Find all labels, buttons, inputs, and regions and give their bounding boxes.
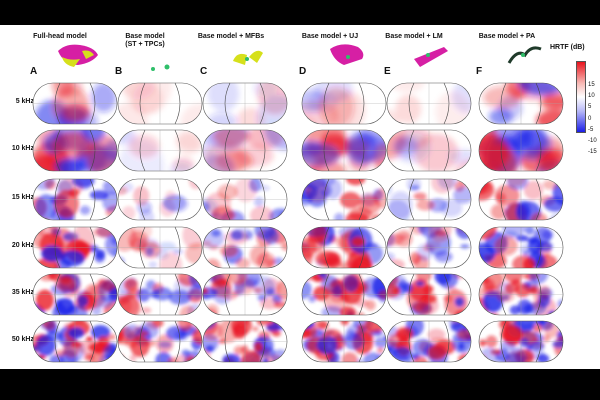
row-label: 20 kHz bbox=[11, 242, 34, 249]
hrtf-map bbox=[386, 178, 472, 221]
hrtf-map bbox=[202, 273, 288, 316]
column-title: Base model + UJ bbox=[301, 33, 359, 40]
colorbar-tick: 10 bbox=[588, 93, 595, 100]
model-thumbnail bbox=[499, 41, 549, 74]
hrtf-map bbox=[301, 82, 387, 125]
hrtf-map bbox=[117, 82, 203, 125]
hrtf-map bbox=[117, 129, 203, 172]
hrtf-map bbox=[32, 178, 118, 221]
row-label: 50 kHz bbox=[11, 336, 34, 343]
column-title: Base model + MFBs bbox=[197, 33, 265, 40]
model-thumbnail bbox=[52, 41, 102, 74]
hrtf-map bbox=[386, 129, 472, 172]
row-label: 35 kHz bbox=[11, 289, 34, 296]
hrtf-map bbox=[386, 226, 472, 269]
hrtf-map bbox=[478, 226, 564, 269]
panel-letter: E bbox=[384, 66, 391, 77]
panel-letter: C bbox=[200, 66, 208, 77]
hrtf-map bbox=[301, 226, 387, 269]
hrtf-map bbox=[478, 129, 564, 172]
colorbar-label: HRTF (dB) bbox=[550, 44, 585, 51]
hrtf-map bbox=[301, 273, 387, 316]
row-label: 10 kHz bbox=[11, 145, 34, 152]
hrtf-map bbox=[202, 82, 288, 125]
hrtf-map bbox=[386, 273, 472, 316]
hrtf-map bbox=[478, 273, 564, 316]
hrtf-map bbox=[478, 178, 564, 221]
hrtf-map bbox=[202, 178, 288, 221]
model-thumbnail bbox=[223, 41, 273, 74]
panel-letter: A bbox=[30, 66, 38, 77]
hrtf-map bbox=[301, 178, 387, 221]
hrtf-map bbox=[386, 82, 472, 125]
colorbar-tick: 5 bbox=[588, 104, 592, 111]
panel-letter: B bbox=[115, 66, 123, 77]
panel-letter: D bbox=[299, 66, 307, 77]
model-thumbnail bbox=[406, 41, 456, 74]
hrtf-map bbox=[117, 178, 203, 221]
colorbar-tick: -5 bbox=[588, 126, 594, 133]
model-thumbnail bbox=[137, 47, 187, 80]
hrtf-map bbox=[478, 82, 564, 125]
colorbar-tick: -15 bbox=[588, 149, 597, 156]
hrtf-map bbox=[117, 226, 203, 269]
row-label: 5 kHz bbox=[15, 98, 34, 105]
hrtf-map bbox=[301, 320, 387, 363]
column-title: Base model (ST + TPCs) bbox=[125, 33, 165, 48]
hrtf-map bbox=[32, 129, 118, 172]
hrtf-map bbox=[32, 320, 118, 363]
hrtf-map bbox=[32, 82, 118, 125]
column-title: Full-head model bbox=[33, 33, 87, 40]
colorbar-tick: 15 bbox=[588, 82, 595, 88]
hrtf-map bbox=[202, 320, 288, 363]
model-thumbnail bbox=[322, 41, 372, 74]
hrtf-map bbox=[202, 129, 288, 172]
colorbar bbox=[576, 61, 586, 133]
hrtf-map bbox=[32, 273, 118, 316]
column-title: Base model + PA bbox=[478, 33, 536, 40]
hrtf-map bbox=[301, 129, 387, 172]
column-title: Base model + LM bbox=[385, 33, 443, 40]
panel-letter: F bbox=[476, 66, 483, 77]
hrtf-figure: Full-head model Base model (ST + TPCs) Bas… bbox=[0, 25, 600, 369]
hrtf-map bbox=[117, 320, 203, 363]
hrtf-map bbox=[478, 320, 564, 363]
row-label: 15 kHz bbox=[11, 194, 34, 201]
colorbar-tick: -10 bbox=[588, 138, 597, 144]
hrtf-map bbox=[117, 273, 203, 316]
colorbar-tick: 0 bbox=[588, 115, 592, 122]
hrtf-map bbox=[202, 226, 288, 269]
hrtf-map bbox=[386, 320, 472, 363]
hrtf-map bbox=[32, 226, 118, 269]
